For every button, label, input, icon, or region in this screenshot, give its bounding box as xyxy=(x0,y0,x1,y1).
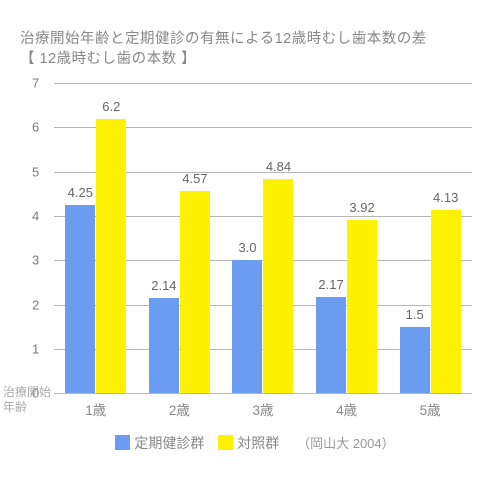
legend-swatch-0 xyxy=(115,435,130,450)
x-axis-labels: 1歳2歳3歳4歳5歳 xyxy=(54,399,472,419)
bar: 4.25 xyxy=(65,205,95,393)
bar: 3.0 xyxy=(232,260,262,393)
bar-value-label: 4.57 xyxy=(182,171,207,186)
legend-swatch-1 xyxy=(218,435,233,450)
bar-group: 3.04.84 xyxy=(221,83,305,393)
x-tick-label: 3歳 xyxy=(221,399,305,419)
bar-value-label: 4.13 xyxy=(433,190,458,205)
legend: 定期健診群 対照群 （岡山大 2004） xyxy=(20,433,480,453)
bar: 3.92 xyxy=(347,220,377,394)
y-tick-label: 4 xyxy=(32,208,39,223)
bar-group: 4.256.2 xyxy=(54,83,138,393)
bar: 2.14 xyxy=(149,298,179,393)
bar-group: 1.54.13 xyxy=(388,83,472,393)
x-tick-label: 1歳 xyxy=(54,399,138,419)
bar-value-label: 4.84 xyxy=(266,159,291,174)
bar-group: 2.173.92 xyxy=(305,83,389,393)
bar: 4.13 xyxy=(431,210,461,393)
bar: 4.57 xyxy=(180,191,210,393)
bar: 4.84 xyxy=(263,179,293,393)
bar-value-label: 2.14 xyxy=(151,278,176,293)
bar: 1.5 xyxy=(400,327,430,393)
y-tick-label: 7 xyxy=(32,76,39,91)
bar-value-label: 2.17 xyxy=(318,277,343,292)
bar: 6.2 xyxy=(96,119,126,394)
y-tick-label: 2 xyxy=(32,297,39,312)
y-tick-label: 5 xyxy=(32,164,39,179)
x-tick-label: 2歳 xyxy=(138,399,222,419)
bar-value-label: 6.2 xyxy=(102,99,120,114)
bar-group: 2.144.57 xyxy=(138,83,222,393)
x-tick-label: 4歳 xyxy=(305,399,389,419)
bar: 2.17 xyxy=(316,297,346,393)
y-tick-label: 1 xyxy=(32,341,39,356)
source-text: （岡山大 2004） xyxy=(297,436,395,451)
y-tick-label: 6 xyxy=(32,120,39,135)
chart-container: 治療開始年齢と定期健診の有無による12歳時むし歯本数の差 【 12歳時むし歯の本… xyxy=(0,0,500,500)
bar-value-label: 1.5 xyxy=(406,307,424,322)
title-line-1: 治療開始年齢と定期健診の有無による12歳時むし歯本数の差 xyxy=(20,30,480,50)
gridline xyxy=(54,393,472,394)
bar-value-label: 3.0 xyxy=(238,240,256,255)
title-line-2: 【 12歳時むし歯の本数 】 xyxy=(20,50,480,70)
y-tick-label: 3 xyxy=(32,253,39,268)
bar-value-label: 4.25 xyxy=(68,185,93,200)
legend-label-0: 定期健診群 xyxy=(134,435,204,451)
legend-label-1: 対照群 xyxy=(237,435,279,451)
plot-area: 012345674.256.22.144.573.04.842.173.921.… xyxy=(54,83,472,393)
x-tick-label: 5歳 xyxy=(388,399,472,419)
x-axis-title: 治療開始 年齢 xyxy=(3,385,51,415)
chart-title: 治療開始年齢と定期健診の有無による12歳時むし歯本数の差 【 12歳時むし歯の本… xyxy=(20,30,480,69)
bar-value-label: 3.92 xyxy=(349,200,374,215)
bars-layer: 4.256.22.144.573.04.842.173.921.54.13 xyxy=(54,83,472,393)
